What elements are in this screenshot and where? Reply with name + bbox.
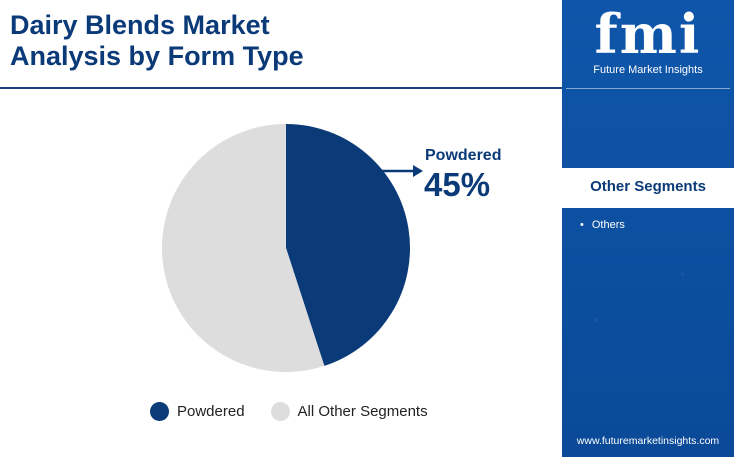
legend-label-others: All Other Segments (297, 403, 428, 420)
segments-heading-box (562, 168, 734, 208)
segments-list-item: Others (580, 219, 625, 231)
segments-heading: Other Segments (590, 178, 706, 195)
side-panel: fmi Future Market Insights Other Segment… (562, 0, 734, 457)
legend-swatch-others (270, 402, 290, 421)
legend-item-powdered: Powdered (150, 402, 245, 421)
pie-slice-powdered (286, 124, 410, 366)
legend-swatch-powdered (150, 402, 169, 421)
pie-slice-all-other-segments (161, 124, 325, 372)
legend-item-others: All Other Segments (270, 402, 428, 421)
segments-list: Others (580, 219, 625, 231)
callout-arrow-icon (382, 165, 423, 177)
logo-mark: fmi (594, 2, 702, 66)
chart-legend: Powdered All Other Segments (150, 402, 454, 421)
brand-logo: fmi Future Market Insights (562, 6, 734, 76)
legend-label-powdered: Powdered (177, 403, 245, 420)
title-line-2: Analysis by Form Type (10, 41, 304, 71)
callout-label: Powdered (425, 147, 502, 164)
website-link[interactable]: www.futuremarketinsights.com (576, 435, 720, 447)
logo-divider (566, 88, 730, 89)
callout-value: 45% (424, 166, 491, 203)
pie-chart (161, 124, 410, 372)
title-line-1: Dairy Blends Market (10, 10, 270, 40)
title-divider (0, 87, 562, 89)
logo-name: Future Market Insights (593, 64, 703, 76)
page-title: Dairy Blends Market Analysis by Form Typ… (10, 10, 550, 72)
